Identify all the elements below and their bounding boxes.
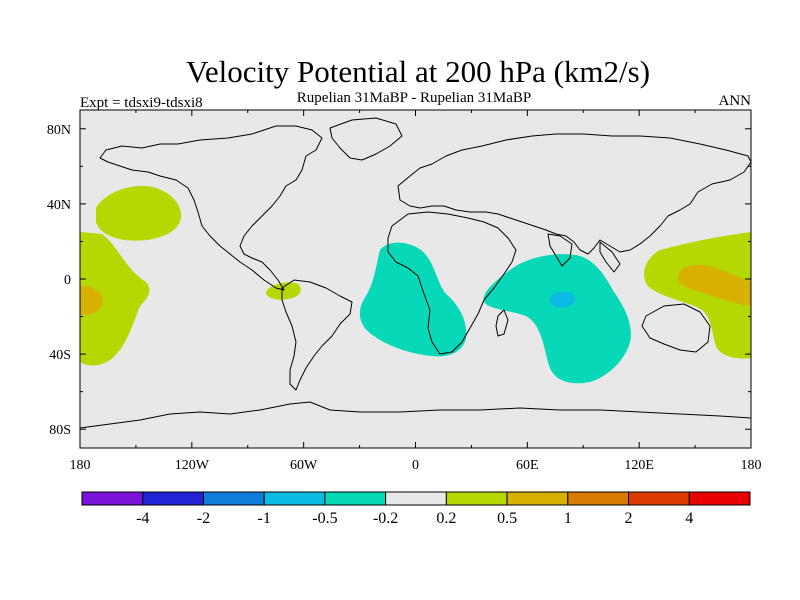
- atlantic-negative-region: [359, 242, 467, 357]
- lat-tick-label: 40S: [49, 348, 71, 363]
- west-pacific-max-region: [677, 264, 751, 306]
- coastlines: [80, 117, 751, 429]
- period-label: Rupelian 31MaBP - Rupelian 31MaBP: [297, 90, 531, 106]
- lon-tick-label: 120W: [175, 458, 210, 473]
- north-pacific-positive-region: [96, 185, 182, 241]
- colorbar-swatch: [324, 491, 387, 506]
- south-america-coast: [281, 279, 353, 391]
- madagascar-coast: [495, 309, 509, 337]
- australia-coast: [641, 303, 711, 353]
- colorbar-swatch: [263, 491, 326, 506]
- colorbar-swatch: [506, 491, 569, 506]
- lon-tick-label: 180: [741, 458, 762, 473]
- experiment-label: Expt = tdsxi9-tdsxi8: [80, 95, 203, 111]
- season-label: ANN: [719, 93, 752, 109]
- colorbar-swatch: [445, 491, 508, 506]
- central-pacific-positive-region: [80, 232, 150, 366]
- colorbar-swatch: [628, 491, 690, 506]
- map-axes: 180 120W 60W 0 60E 120E 180 80N 40N 0 40S 80S: [47, 110, 762, 473]
- lat-tick-label: 80S: [49, 423, 71, 438]
- map-plot-area: [80, 110, 751, 448]
- lon-tick-label: 180: [70, 458, 91, 473]
- lon-tick-label: 0: [412, 458, 419, 473]
- north-america-coast: [99, 125, 323, 291]
- colorbar-swatch: [142, 491, 204, 506]
- colorbar-level-label: 2: [625, 510, 633, 527]
- lon-tick-label: 120E: [624, 458, 654, 473]
- colorbar-swatch: [81, 491, 144, 506]
- colorbar-level-label: 1: [564, 510, 572, 527]
- indian-ocean-min-region: [549, 291, 575, 308]
- colorbar-swatch: [202, 491, 265, 506]
- southeast-asia-coast: [599, 241, 621, 273]
- india-coast: [547, 233, 573, 267]
- west-pacific-positive-region: [644, 232, 751, 359]
- chart-title: Velocity Potential at 200 hPa (km2/s): [186, 54, 650, 89]
- central-pacific-max-region: [80, 285, 103, 316]
- colorbar-level-label: -2: [197, 510, 210, 527]
- lon-tick-label: 60E: [516, 458, 539, 473]
- antarctica-coast: [80, 401, 751, 429]
- colorbar-swatch: [385, 491, 447, 506]
- colorbar-level-label: -4: [136, 510, 149, 527]
- africa-coast: [387, 211, 517, 355]
- lat-tick-label: 40N: [47, 198, 71, 213]
- colorbar-swatch: [688, 491, 751, 506]
- colorbar-level-label: 0.2: [436, 510, 456, 527]
- lat-tick-label: 0: [64, 273, 71, 288]
- lon-tick-label: 60W: [290, 458, 318, 473]
- colorbar-level-label: 4: [685, 510, 693, 527]
- colorbar-level-label: -0.5: [312, 510, 337, 527]
- colorbar-swatch: [567, 491, 630, 506]
- colorbar-level-label: -1: [258, 510, 271, 527]
- lat-tick-label: 80N: [47, 123, 71, 138]
- eurasia-coast: [397, 133, 751, 255]
- indian-ocean-negative-region: [483, 254, 631, 384]
- colorbar-level-label: -0.2: [373, 510, 398, 527]
- colorbar-level-label: 0.5: [497, 510, 517, 527]
- greenland-coast: [329, 117, 403, 161]
- colorbar: -4 -2 -1 -0.5 -0.2 0.2 0.5 1 2 4: [81, 491, 751, 527]
